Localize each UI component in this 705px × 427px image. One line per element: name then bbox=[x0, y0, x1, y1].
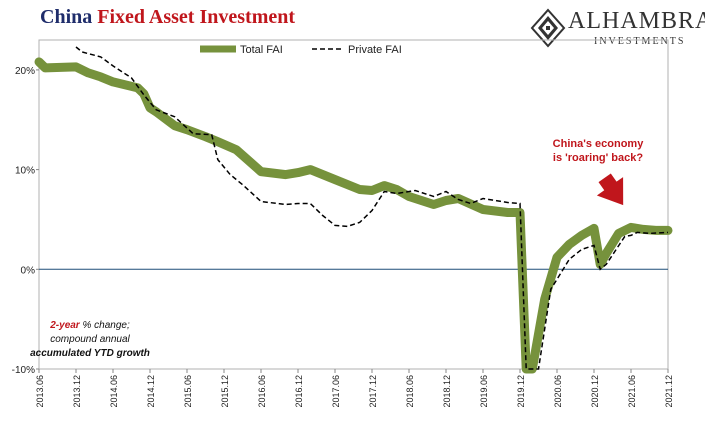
x-tick-label: 2020.06 bbox=[553, 375, 563, 408]
series-lines bbox=[34, 46, 673, 374]
x-tick-label: 2013.12 bbox=[72, 375, 82, 408]
note-line-3: accumulated YTD growth bbox=[30, 348, 150, 359]
x-tick-label: 2020.12 bbox=[590, 375, 600, 408]
x-tick-label: 2016.12 bbox=[294, 375, 304, 408]
x-tick-label: 2017.12 bbox=[368, 375, 378, 408]
x-tick-label: 2016.06 bbox=[257, 375, 267, 408]
note-rest: % change; bbox=[79, 320, 130, 331]
x-tick-label: 2015.12 bbox=[220, 375, 230, 408]
x-tick-label: 2018.06 bbox=[405, 375, 415, 408]
x-tick-label: 2014.12 bbox=[146, 375, 156, 408]
title-part-fai: Fixed Asset Investment bbox=[97, 6, 296, 28]
title-part-china: China bbox=[40, 6, 93, 28]
alhambra-diamond-icon bbox=[530, 8, 566, 48]
logo-subtitle: INVESTMENTS bbox=[594, 36, 686, 47]
legend: Total FAI Private FAI bbox=[200, 44, 402, 56]
annotation-line-2: is 'roaring' back? bbox=[553, 152, 643, 164]
x-tick-label: 2021.06 bbox=[627, 375, 637, 408]
x-tick-label: 2019.12 bbox=[516, 375, 526, 408]
legend-label-private: Private FAI bbox=[348, 44, 402, 56]
plot-border bbox=[38, 39, 669, 370]
y-tick-label: 20% bbox=[15, 66, 35, 77]
x-axis: 2013.06 2013.12 2014.06 2014.12 2015.06 2015.… bbox=[35, 369, 674, 408]
logo-name: ALHAMBRA bbox=[568, 8, 705, 34]
note-line-2: compound annual bbox=[50, 334, 130, 345]
annotation: China's economy is 'roaring' back? bbox=[553, 138, 645, 206]
x-tick-label: 2014.06 bbox=[109, 375, 119, 408]
x-tick-label: 2019.06 bbox=[479, 375, 489, 408]
y-axis: 20% 10% 0% -10% bbox=[12, 66, 39, 376]
alhambra-logo: ALHAMBRA INVESTMENTS bbox=[530, 6, 705, 50]
series-line-private-fai bbox=[75, 46, 669, 370]
legend-label-total: Total FAI bbox=[240, 44, 283, 56]
y-tick-label: 0% bbox=[21, 265, 36, 276]
x-tick-label: 2013.06 bbox=[35, 375, 45, 408]
annotation-line-1: China's economy bbox=[553, 138, 645, 150]
y-tick-label: -10% bbox=[12, 365, 35, 376]
y-tick-label: 10% bbox=[15, 166, 35, 177]
chart-title: China Fixed Asset Investment bbox=[40, 6, 295, 29]
x-tick-label: 2017.06 bbox=[331, 375, 341, 408]
note-line-1: 2-year % change; bbox=[30, 320, 150, 331]
x-tick-label: 2015.06 bbox=[183, 375, 193, 408]
note-red: 2-year bbox=[50, 320, 80, 331]
x-tick-label: 2021.12 bbox=[664, 375, 674, 408]
annotation-arrow bbox=[596, 173, 624, 206]
x-tick-label: 2018.12 bbox=[442, 375, 452, 408]
